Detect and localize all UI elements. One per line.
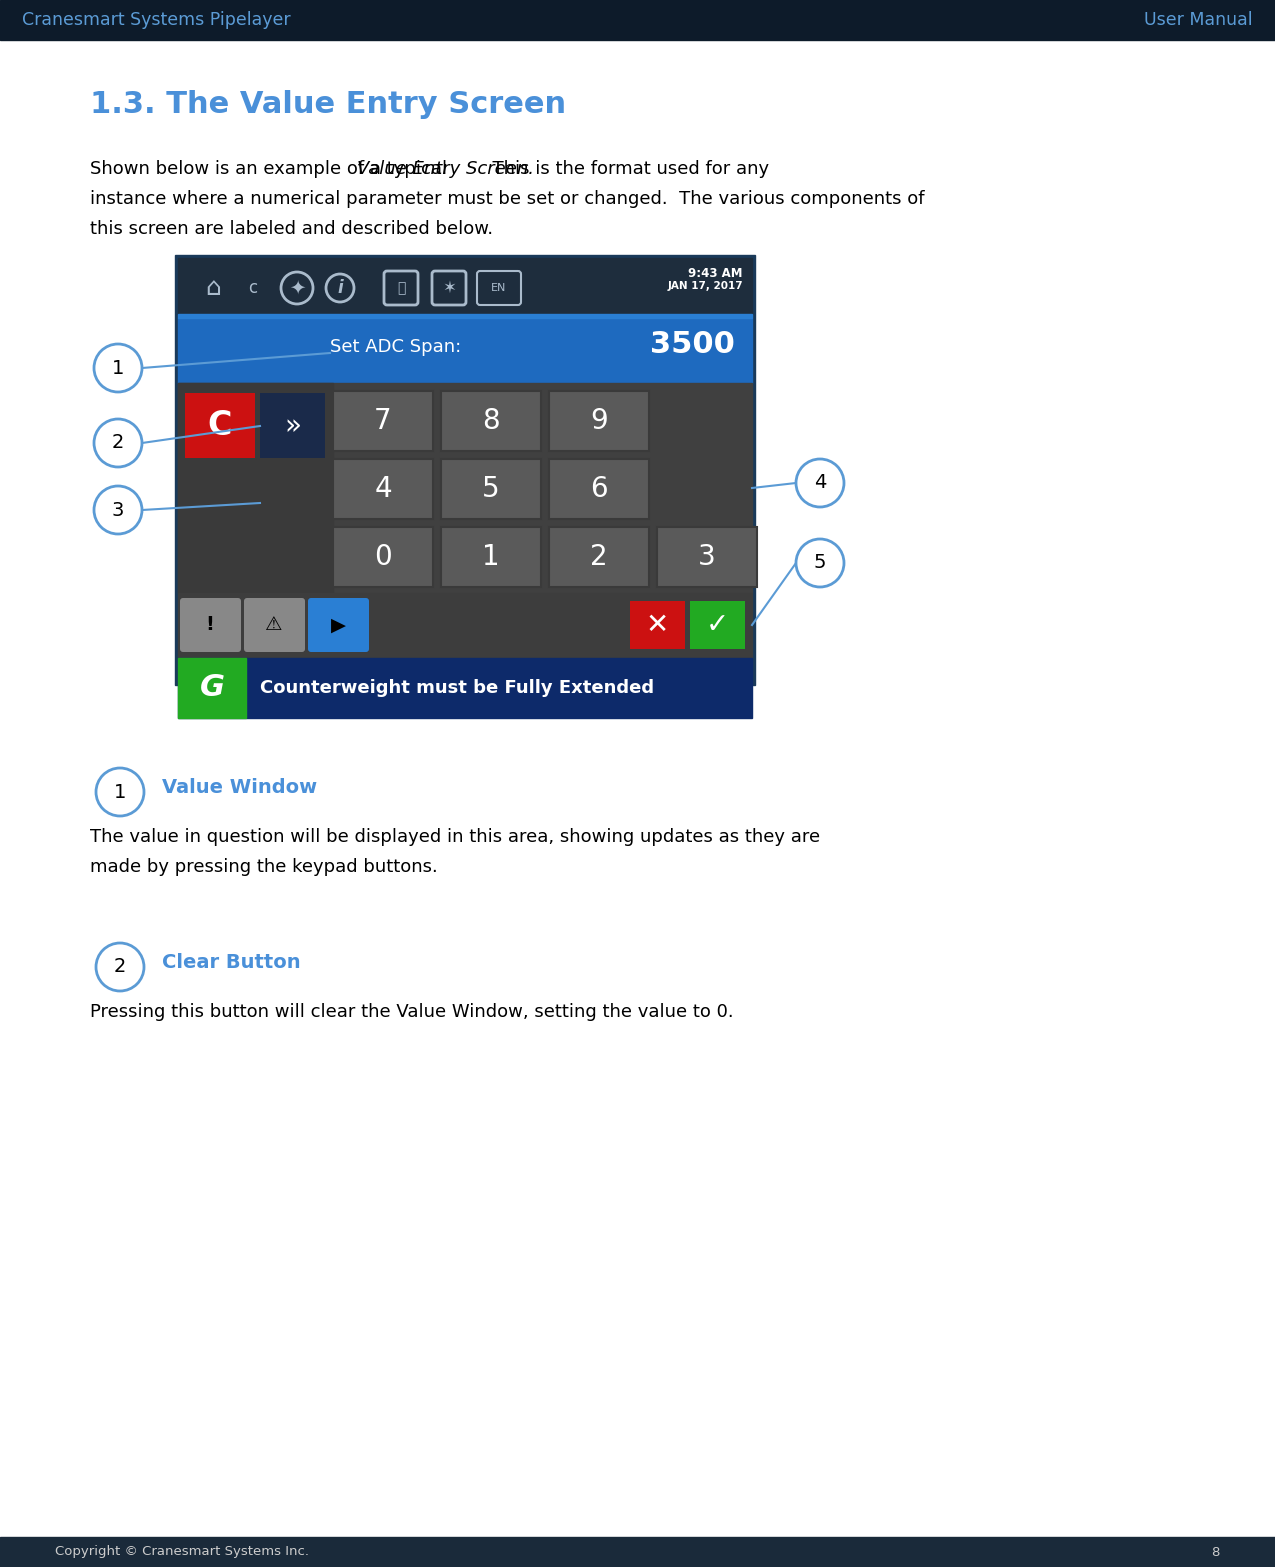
Text: 0: 0 — [374, 544, 391, 570]
Text: The value in question will be displayed in this area, showing updates as they ar: The value in question will be displayed … — [91, 827, 820, 846]
Text: 8: 8 — [482, 407, 500, 436]
Text: 5: 5 — [482, 475, 500, 503]
Circle shape — [796, 539, 844, 588]
FancyBboxPatch shape — [441, 527, 541, 588]
Text: instance where a numerical parameter must be set or changed.  The various compon: instance where a numerical parameter mus… — [91, 190, 924, 208]
Text: this screen are labeled and described below.: this screen are labeled and described be… — [91, 219, 493, 238]
Text: ⚠: ⚠ — [265, 616, 283, 635]
Text: 1.3. The Value Entry Screen: 1.3. The Value Entry Screen — [91, 89, 566, 119]
Bar — [179, 313, 752, 318]
Text: 1: 1 — [112, 359, 124, 378]
Text: Pressing this button will clear the Value Window, setting the value to 0.: Pressing this button will clear the Valu… — [91, 1003, 733, 1022]
Text: This is the format used for any: This is the format used for any — [481, 160, 769, 179]
Text: EN: EN — [491, 284, 506, 293]
Text: ᴄ: ᴄ — [249, 279, 258, 298]
Text: G: G — [199, 674, 224, 702]
FancyBboxPatch shape — [244, 599, 305, 652]
Bar — [179, 382, 752, 592]
Text: 6: 6 — [590, 475, 608, 503]
Circle shape — [94, 345, 142, 392]
Bar — [179, 259, 752, 318]
Text: ✓: ✓ — [705, 611, 728, 639]
FancyBboxPatch shape — [180, 599, 241, 652]
Text: 3500: 3500 — [650, 331, 734, 359]
Bar — [179, 658, 752, 718]
Text: 8: 8 — [1211, 1545, 1220, 1559]
Bar — [179, 592, 752, 658]
Text: Copyright © Cranesmart Systems Inc.: Copyright © Cranesmart Systems Inc. — [55, 1545, 309, 1559]
Bar — [175, 255, 755, 685]
Bar — [179, 658, 246, 718]
Text: 4: 4 — [374, 475, 391, 503]
Text: ⌂: ⌂ — [205, 276, 221, 299]
FancyBboxPatch shape — [657, 527, 757, 588]
Text: ✦: ✦ — [289, 279, 305, 298]
Text: !: ! — [205, 616, 214, 635]
Circle shape — [96, 943, 144, 990]
Text: 1: 1 — [113, 782, 126, 801]
Text: Shown below is an example of a typical: Shown below is an example of a typical — [91, 160, 453, 179]
FancyBboxPatch shape — [441, 459, 541, 519]
FancyBboxPatch shape — [185, 393, 255, 458]
Text: ✶: ✶ — [442, 279, 456, 298]
Text: 5: 5 — [813, 553, 826, 572]
Text: 9: 9 — [590, 407, 608, 436]
Text: 2: 2 — [113, 957, 126, 976]
Circle shape — [96, 768, 144, 816]
Text: JAN 17, 2017: JAN 17, 2017 — [667, 280, 743, 291]
Text: 1: 1 — [482, 544, 500, 570]
Bar — [179, 382, 333, 592]
Text: i: i — [337, 279, 343, 298]
Text: ▶: ▶ — [330, 616, 346, 635]
Bar — [179, 318, 752, 382]
Text: Set ADC Span:: Set ADC Span: — [330, 338, 462, 356]
FancyBboxPatch shape — [309, 599, 368, 652]
Bar — [0, 1537, 1275, 1567]
FancyBboxPatch shape — [550, 392, 649, 451]
Text: 👤: 👤 — [397, 280, 405, 295]
Text: 4: 4 — [813, 473, 826, 492]
FancyBboxPatch shape — [550, 527, 649, 588]
FancyBboxPatch shape — [260, 393, 325, 458]
Text: 3: 3 — [112, 500, 124, 520]
FancyBboxPatch shape — [630, 602, 685, 649]
Text: made by pressing the keypad buttons.: made by pressing the keypad buttons. — [91, 859, 437, 876]
FancyBboxPatch shape — [550, 459, 649, 519]
Text: 9:43 AM: 9:43 AM — [688, 266, 743, 280]
Text: »: » — [284, 412, 301, 439]
FancyBboxPatch shape — [333, 459, 434, 519]
FancyBboxPatch shape — [333, 392, 434, 451]
Text: 2: 2 — [590, 544, 608, 570]
Bar — [0, 0, 1275, 41]
Text: C: C — [208, 409, 232, 442]
FancyBboxPatch shape — [690, 602, 745, 649]
FancyBboxPatch shape — [333, 527, 434, 588]
Text: User Manual: User Manual — [1145, 11, 1253, 30]
Circle shape — [796, 459, 844, 508]
Text: Cranesmart Systems Pipelayer: Cranesmart Systems Pipelayer — [22, 11, 291, 30]
Text: 3: 3 — [699, 544, 715, 570]
Text: Value Entry Screen.: Value Entry Screen. — [357, 160, 534, 179]
Circle shape — [94, 418, 142, 467]
Text: Value Window: Value Window — [162, 777, 317, 798]
Circle shape — [94, 486, 142, 534]
Text: 2: 2 — [112, 434, 124, 453]
Text: Clear Button: Clear Button — [162, 953, 301, 972]
Text: ✕: ✕ — [645, 611, 668, 639]
Text: Counterweight must be Fully Extended: Counterweight must be Fully Extended — [260, 679, 654, 697]
FancyBboxPatch shape — [441, 392, 541, 451]
Text: 7: 7 — [374, 407, 391, 436]
